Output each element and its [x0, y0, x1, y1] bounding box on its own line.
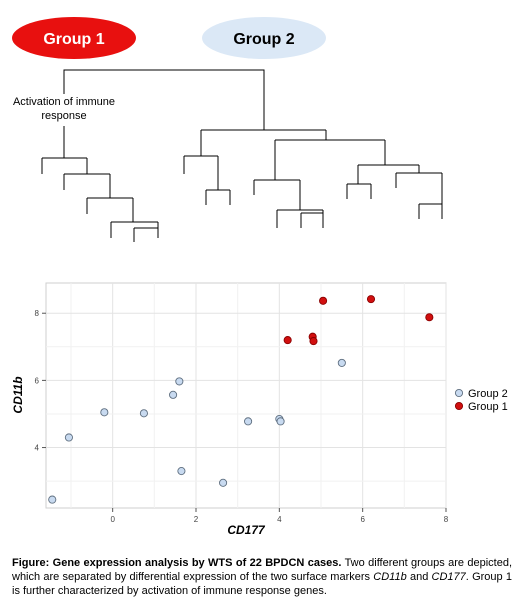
legend-label-group-2: Group 2	[468, 388, 508, 400]
x-tick-label: 0	[110, 515, 115, 524]
point-group-1	[319, 296, 328, 305]
group2-ellipse	[202, 17, 326, 59]
annotation-line2: response	[41, 110, 86, 122]
y-axis-ticks: 4 6 8	[35, 309, 46, 453]
caption-title: Figure: Gene expression analysis by WTS …	[12, 557, 342, 569]
point-group-2	[276, 417, 285, 426]
caption-marker-cd11b: CD11b	[373, 571, 407, 583]
group2-label: Group 2	[233, 31, 294, 48]
dendrogram-group1-branch	[41, 126, 159, 242]
group1-ellipse	[12, 17, 136, 59]
group1-badge: Group 1	[12, 17, 136, 59]
y-tick-label: 4	[35, 444, 40, 453]
point-group-2	[337, 358, 346, 367]
y-tick-label: 8	[35, 309, 40, 318]
point-group-2	[175, 377, 184, 386]
point-group-2	[100, 408, 109, 417]
caption-text-2: and	[406, 571, 432, 583]
caption-marker-cd177: CD177	[431, 571, 466, 583]
point-group-2	[64, 433, 73, 442]
x-tick-label: 2	[194, 515, 199, 524]
figure-caption: Figure: Gene expression analysis by WTS …	[12, 556, 512, 598]
group2-badge: Group 2	[202, 17, 326, 59]
group1-label: Group 1	[43, 31, 104, 48]
caption-text-1: Two different groups are depicted, which…	[12, 557, 513, 583]
y-axis-label: CD11b	[11, 376, 25, 413]
legend-marker-group-1	[454, 401, 464, 411]
figure-canvas: Group 1 Group 2 Activation of immune res…	[6, 17, 508, 537]
x-tick-label: 6	[360, 515, 365, 524]
point-group-2	[177, 467, 186, 476]
point-group-1	[366, 295, 376, 304]
annotation-backdrop	[6, 94, 122, 124]
x-tick-label: 8	[444, 515, 449, 524]
caption-text-3: . Group 1 is further characterized by ac…	[12, 571, 513, 597]
plot-grid	[46, 283, 447, 508]
legend-label-group-1: Group 1	[468, 401, 508, 413]
annotation-line1: Activation of immune	[13, 96, 115, 108]
x-axis-ticks: 0 2 4 6 8	[110, 508, 449, 524]
dendrogram-root-branch	[63, 69, 265, 130]
x-axis-label: CD177	[227, 523, 266, 537]
point-group-2	[48, 495, 57, 504]
point-group-2	[244, 417, 253, 426]
point-group-2	[169, 390, 178, 399]
point-group-1	[283, 336, 292, 345]
dendrogram	[41, 69, 443, 242]
point-group-2	[139, 409, 148, 418]
scatter-points	[48, 295, 434, 504]
x-tick-label: 4	[277, 515, 282, 524]
y-tick-label: 6	[35, 376, 40, 385]
plot-panel	[45, 282, 447, 509]
legend-marker-group-2	[454, 388, 464, 398]
point-group-1	[425, 313, 434, 322]
dendrogram-group2-branch	[183, 129, 443, 228]
point-group-1	[309, 337, 318, 346]
point-group-2	[219, 478, 228, 487]
